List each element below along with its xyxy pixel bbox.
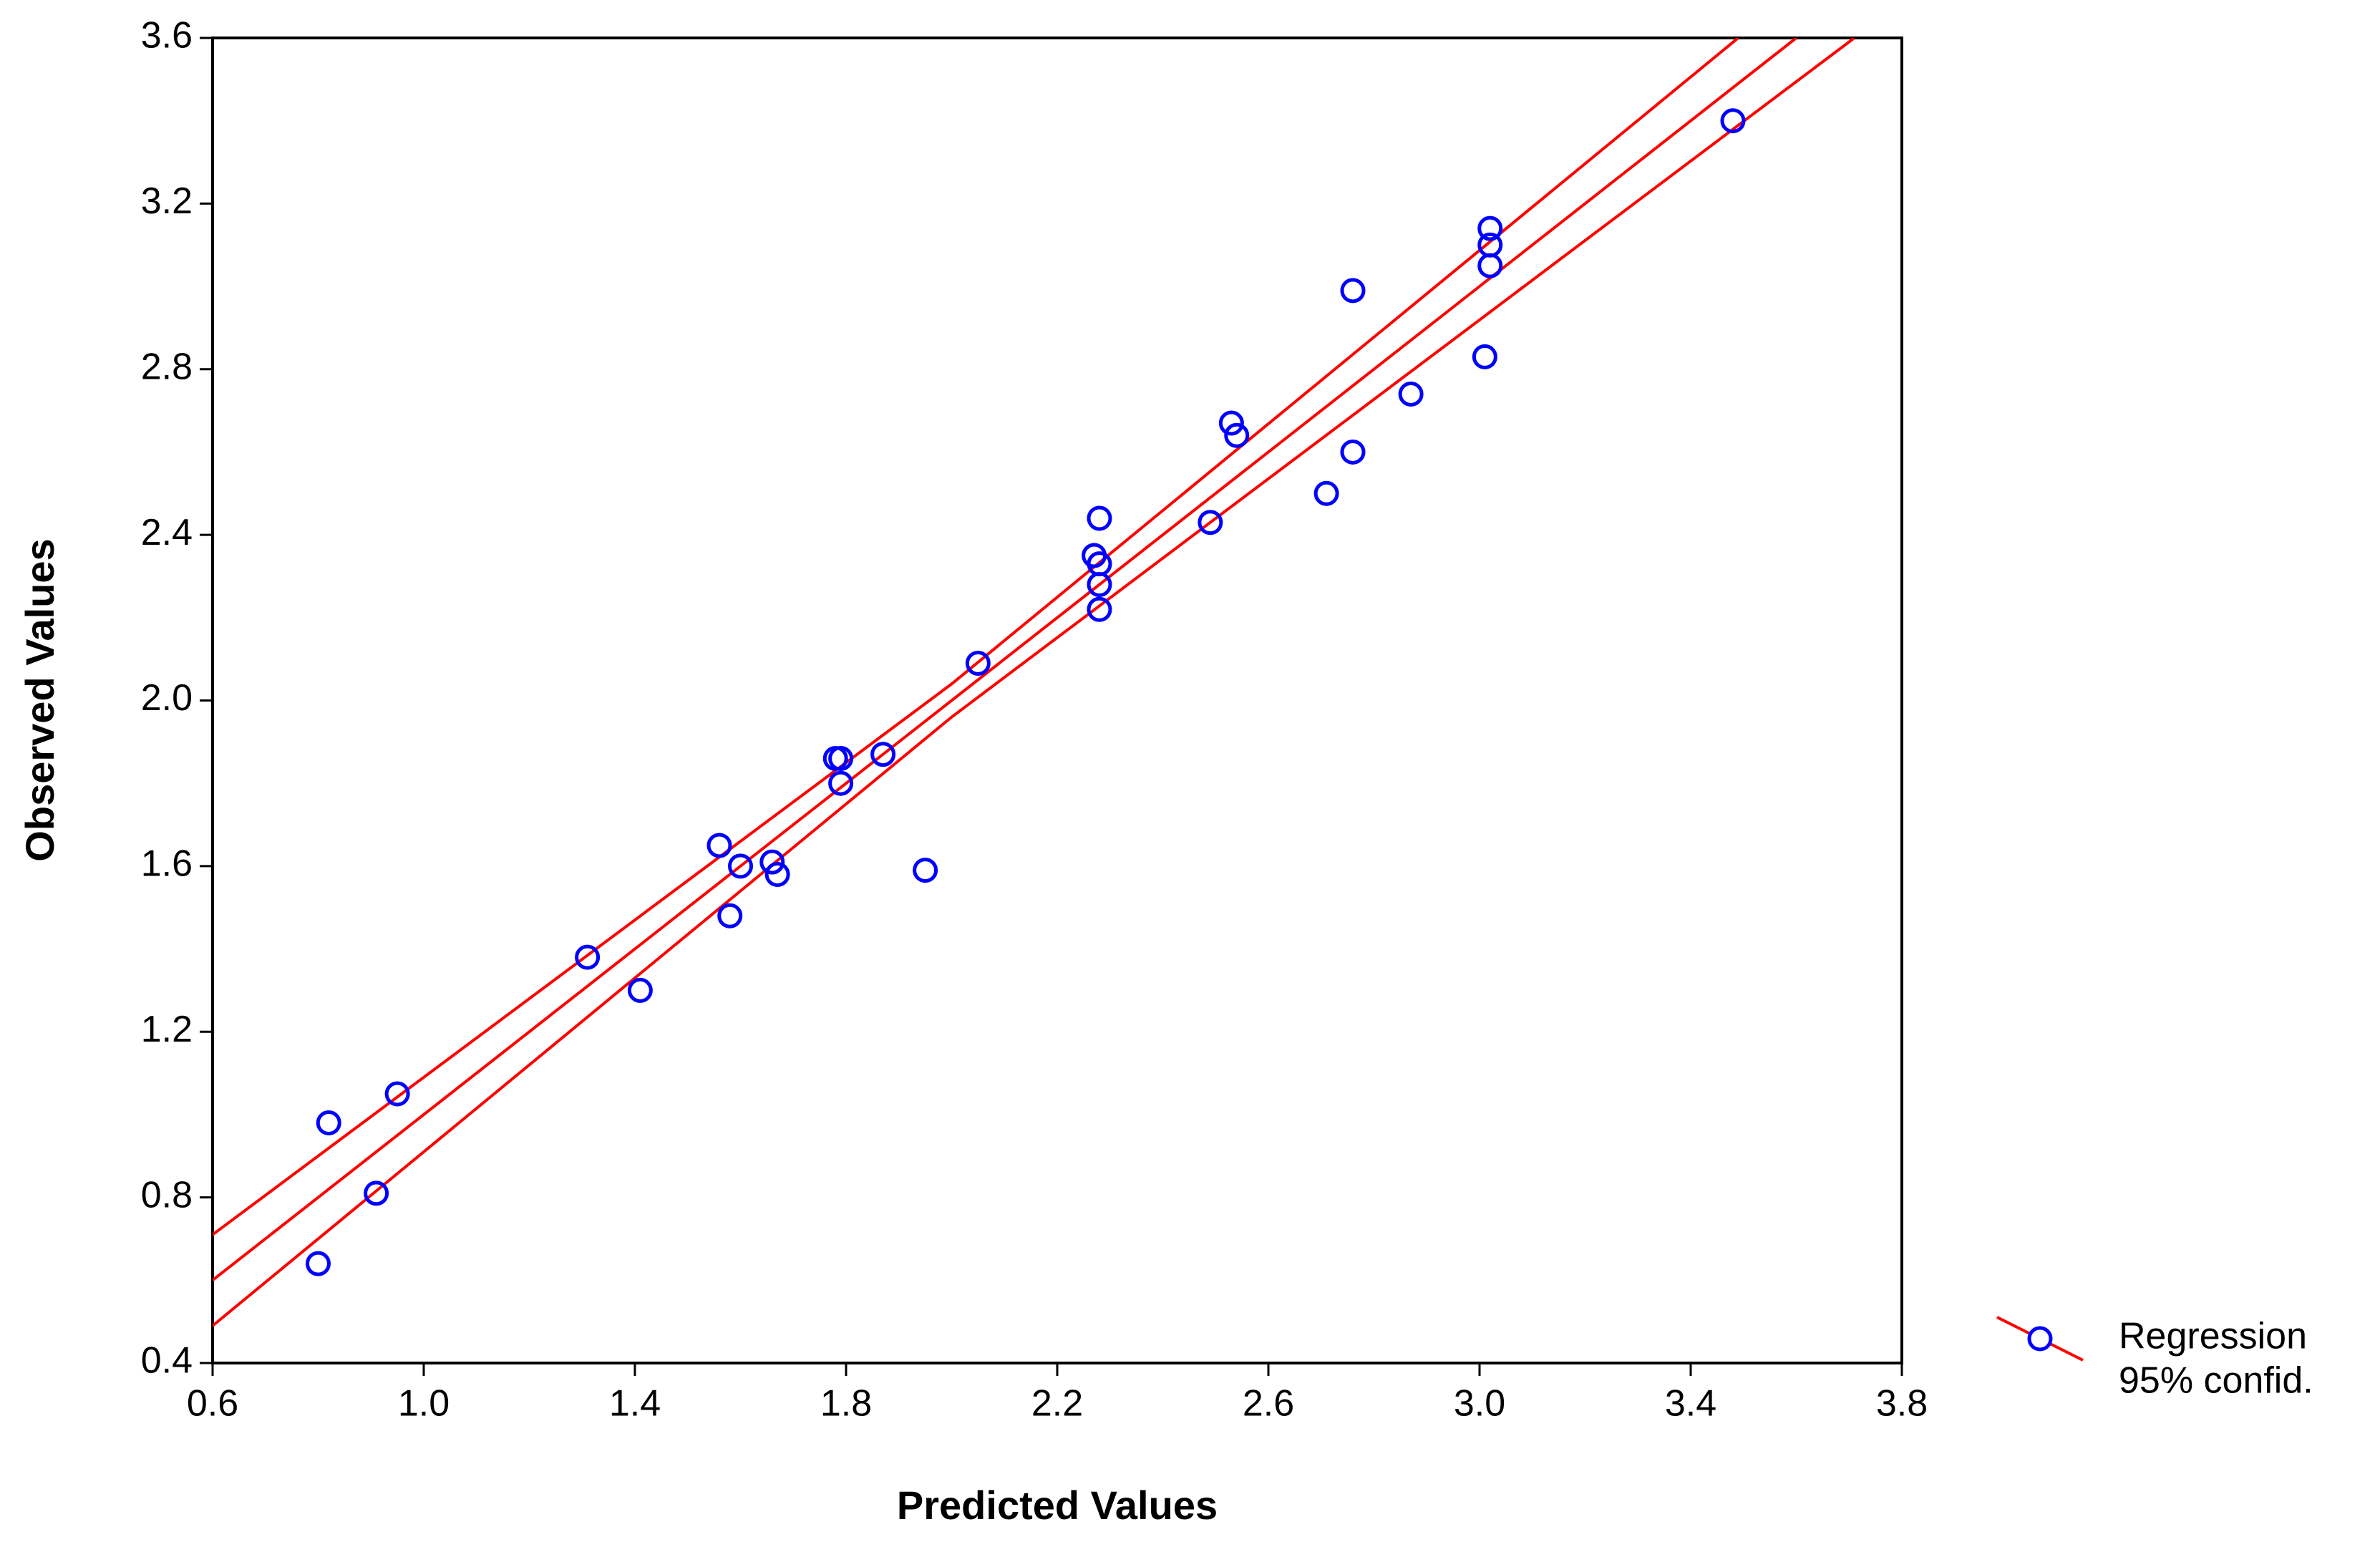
y-tick-label: 2.8: [141, 346, 193, 387]
point: [1087, 551, 1112, 577]
point: [913, 858, 938, 883]
point: [1472, 344, 1497, 369]
point: [1198, 510, 1223, 535]
x-tick-label: 3.0: [1454, 1383, 1505, 1425]
x-tick-label: 2.2: [1031, 1383, 1083, 1425]
legend-label: 95% confid.: [2119, 1360, 2313, 1402]
point: [1340, 439, 1366, 465]
y-tick-label: 1.6: [141, 843, 193, 885]
confidence-band: [213, 38, 1855, 1327]
x-tick-label: 1.0: [398, 1383, 450, 1425]
x-tick-label: 3.8: [1876, 1383, 1928, 1425]
confidence-band: [213, 38, 1739, 1236]
x-tick-label: 3.4: [1665, 1383, 1716, 1425]
y-tick-label: 1.2: [141, 1009, 193, 1050]
y-axis-label: Observed Values: [17, 538, 62, 861]
point: [364, 1180, 389, 1206]
point: [575, 944, 601, 970]
legend-marker: [2027, 1326, 2053, 1352]
x-tick-label: 2.6: [1243, 1383, 1294, 1425]
point: [759, 849, 785, 875]
point: [965, 650, 991, 676]
point: [1218, 410, 1244, 436]
regression-line: [213, 38, 1797, 1281]
point: [828, 770, 854, 796]
point: [1477, 253, 1503, 278]
point: [316, 1110, 341, 1136]
point: [1398, 381, 1424, 407]
plot-area: [213, 38, 1855, 1327]
x-axis-label: Predicted Values: [897, 1483, 1218, 1528]
y-tick-label: 0.8: [141, 1174, 193, 1216]
point: [706, 833, 732, 858]
y-tick-label: 2.4: [141, 512, 193, 553]
point: [627, 977, 653, 1003]
plot-frame: [211, 37, 1903, 1364]
point: [764, 861, 790, 887]
y-tick-label: 3.6: [141, 15, 193, 57]
point: [717, 903, 743, 928]
point: [1087, 596, 1112, 622]
x-tick-label: 1.8: [820, 1383, 872, 1425]
legend-label: Regression: [2119, 1316, 2307, 1357]
point: [1720, 108, 1746, 134]
y-tick-label: 3.2: [141, 180, 193, 222]
point: [828, 745, 854, 771]
point: [870, 742, 896, 767]
point: [306, 1251, 331, 1276]
point: [384, 1081, 410, 1107]
point: [1224, 422, 1250, 448]
y-tick-label: 2.0: [141, 677, 193, 719]
point: [1340, 278, 1366, 304]
x-tick-label: 1.4: [609, 1383, 661, 1425]
point: [1087, 505, 1112, 531]
point: [728, 853, 753, 879]
x-tick-label: 0.6: [187, 1383, 238, 1425]
point: [1313, 480, 1339, 506]
point: [1477, 215, 1503, 241]
y-tick-label: 0.4: [141, 1340, 193, 1382]
